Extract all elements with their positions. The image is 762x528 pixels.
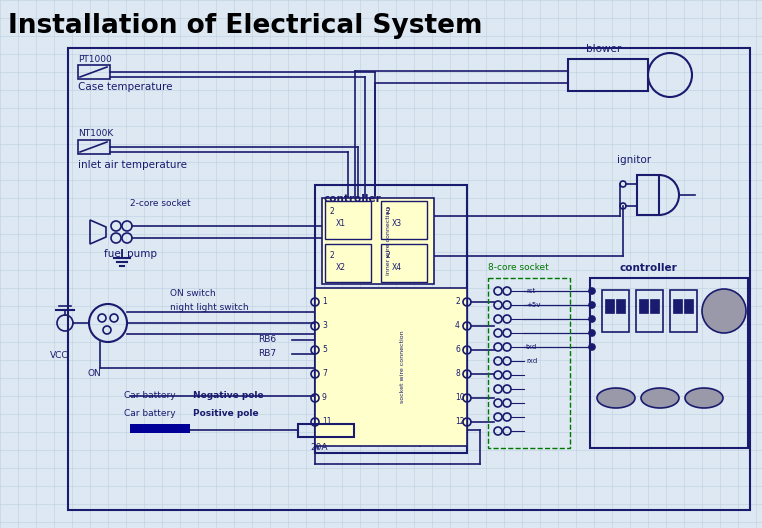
- Circle shape: [589, 302, 595, 308]
- Text: Installation of Electrical System: Installation of Electrical System: [8, 13, 482, 39]
- Bar: [78, 65, 110, 79]
- Ellipse shape: [685, 388, 723, 408]
- Bar: [381, 244, 427, 282]
- Bar: [568, 59, 648, 91]
- Text: 20A: 20A: [310, 444, 328, 452]
- Text: 11: 11: [322, 418, 331, 427]
- Text: 2: 2: [385, 250, 389, 259]
- Circle shape: [589, 316, 595, 322]
- Bar: [590, 278, 748, 448]
- Text: Case temperature: Case temperature: [78, 82, 172, 92]
- Text: 2: 2: [455, 297, 459, 306]
- Bar: [381, 201, 427, 239]
- Text: inner wire connection: inner wire connection: [386, 207, 390, 275]
- Text: controller: controller: [323, 194, 381, 204]
- Text: controller: controller: [620, 263, 677, 273]
- Text: Car battery: Car battery: [124, 410, 175, 419]
- Text: 8: 8: [455, 370, 459, 379]
- Bar: [315, 288, 467, 446]
- Text: 2: 2: [329, 208, 334, 216]
- Text: 5: 5: [322, 345, 327, 354]
- Text: RB6: RB6: [258, 335, 276, 344]
- Text: Positive pole: Positive pole: [193, 410, 258, 419]
- Bar: [325, 201, 371, 239]
- Bar: [670, 290, 697, 332]
- Bar: [325, 244, 371, 282]
- Text: rxd: rxd: [526, 358, 537, 364]
- Circle shape: [589, 344, 595, 350]
- Text: 3: 3: [322, 322, 327, 331]
- Text: 9: 9: [322, 393, 327, 402]
- Bar: [637, 175, 659, 215]
- Bar: [639, 299, 648, 313]
- Text: X4: X4: [392, 263, 402, 272]
- Text: socket wire connection: socket wire connection: [401, 331, 405, 403]
- Bar: [605, 299, 614, 313]
- Text: Car battery: Car battery: [124, 391, 175, 401]
- Ellipse shape: [641, 388, 679, 408]
- Text: X2: X2: [336, 263, 346, 272]
- Text: +5v: +5v: [526, 302, 540, 308]
- Text: 2: 2: [385, 208, 389, 216]
- Text: X1: X1: [336, 220, 346, 229]
- Circle shape: [589, 330, 595, 336]
- Text: 7: 7: [322, 370, 327, 379]
- Text: 12: 12: [455, 418, 465, 427]
- Bar: [616, 299, 625, 313]
- Bar: [673, 299, 682, 313]
- Text: 10: 10: [455, 393, 465, 402]
- Text: 2-core socket: 2-core socket: [130, 200, 190, 209]
- Bar: [602, 290, 629, 332]
- Text: Negative pole: Negative pole: [193, 391, 264, 401]
- Text: inlet air temperature: inlet air temperature: [78, 160, 187, 170]
- Bar: [322, 198, 434, 284]
- Bar: [650, 299, 659, 313]
- Text: rst: rst: [526, 288, 535, 294]
- Text: NT100K: NT100K: [78, 128, 114, 137]
- Bar: [684, 299, 693, 313]
- Bar: [130, 424, 190, 433]
- Bar: [488, 278, 570, 448]
- Text: ON: ON: [88, 370, 102, 379]
- Text: 2: 2: [329, 250, 334, 259]
- Circle shape: [589, 288, 595, 294]
- Text: 6: 6: [455, 345, 460, 354]
- Text: night light switch: night light switch: [170, 303, 248, 312]
- Text: PT1000: PT1000: [78, 55, 112, 64]
- Ellipse shape: [597, 388, 635, 408]
- Text: X3: X3: [392, 220, 402, 229]
- Bar: [78, 140, 110, 154]
- Text: blower: blower: [586, 44, 621, 54]
- Text: fuel pump: fuel pump: [104, 249, 157, 259]
- Text: txd: txd: [526, 344, 537, 350]
- Bar: [636, 290, 663, 332]
- Text: -: -: [526, 316, 529, 322]
- Text: 1: 1: [322, 297, 327, 306]
- Text: VCC: VCC: [50, 352, 69, 361]
- Bar: [68, 48, 750, 510]
- Bar: [298, 424, 354, 437]
- Text: 4: 4: [455, 322, 460, 331]
- Text: ignitor: ignitor: [617, 155, 651, 165]
- Text: RB7: RB7: [258, 350, 276, 359]
- Text: ON switch: ON switch: [170, 289, 216, 298]
- Circle shape: [702, 289, 746, 333]
- Bar: [315, 185, 467, 453]
- Text: 8-core socket: 8-core socket: [488, 263, 549, 272]
